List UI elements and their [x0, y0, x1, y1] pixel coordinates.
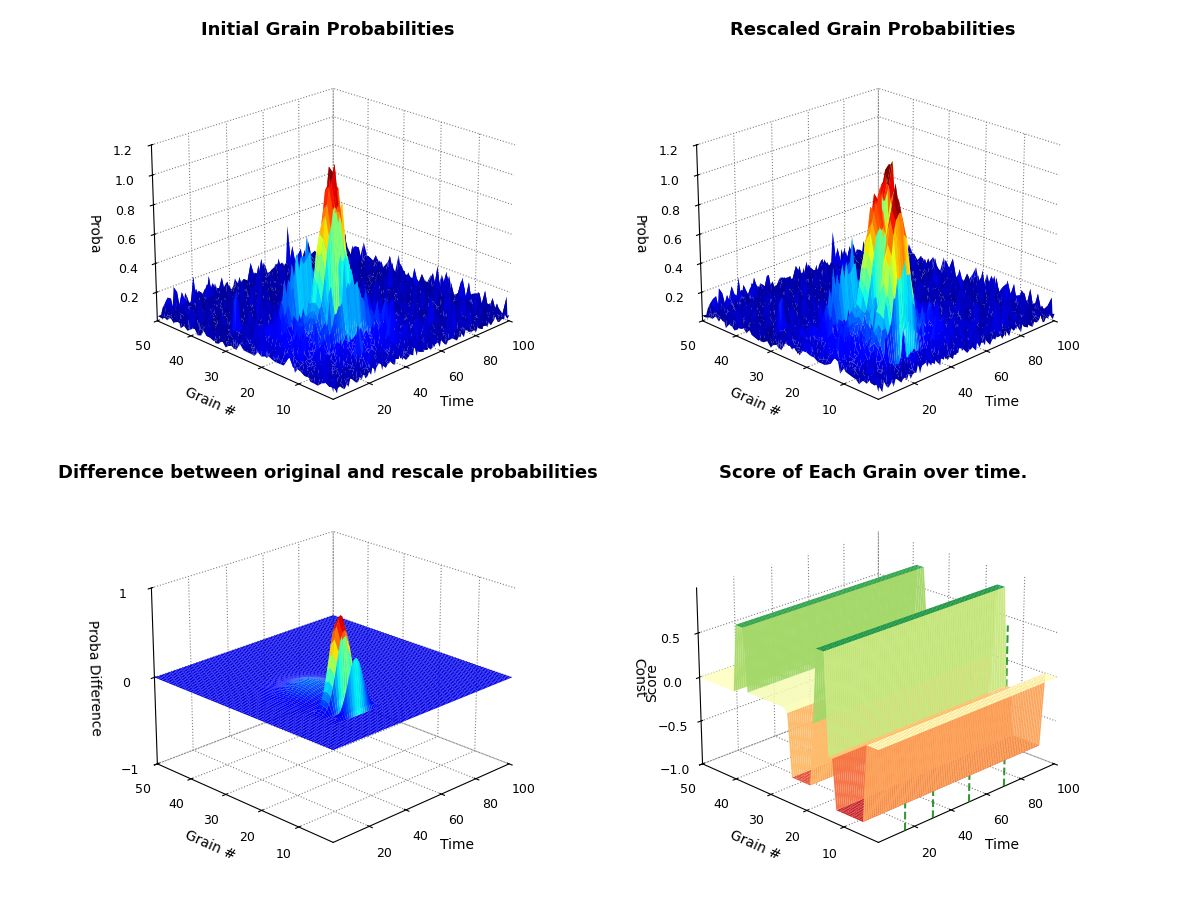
X-axis label: Time: Time	[440, 395, 473, 409]
Title: Initial Grain Probabilities: Initial Grain Probabilities	[201, 21, 455, 39]
Y-axis label: Grain #: Grain #	[183, 828, 238, 862]
Y-axis label: Grain #: Grain #	[728, 384, 782, 419]
Title: Rescaled Grain Probabilities: Rescaled Grain Probabilities	[730, 21, 1016, 39]
X-axis label: Time: Time	[985, 838, 1018, 852]
Y-axis label: Grain #: Grain #	[728, 828, 782, 862]
X-axis label: Time: Time	[440, 838, 473, 852]
Title: Score of Each Grain over time.: Score of Each Grain over time.	[719, 464, 1027, 482]
Text: Score: Score	[645, 663, 659, 702]
X-axis label: Time: Time	[985, 395, 1018, 409]
Title: Difference between original and rescale probabilities: Difference between original and rescale …	[58, 464, 598, 482]
Y-axis label: Grain #: Grain #	[183, 384, 238, 419]
